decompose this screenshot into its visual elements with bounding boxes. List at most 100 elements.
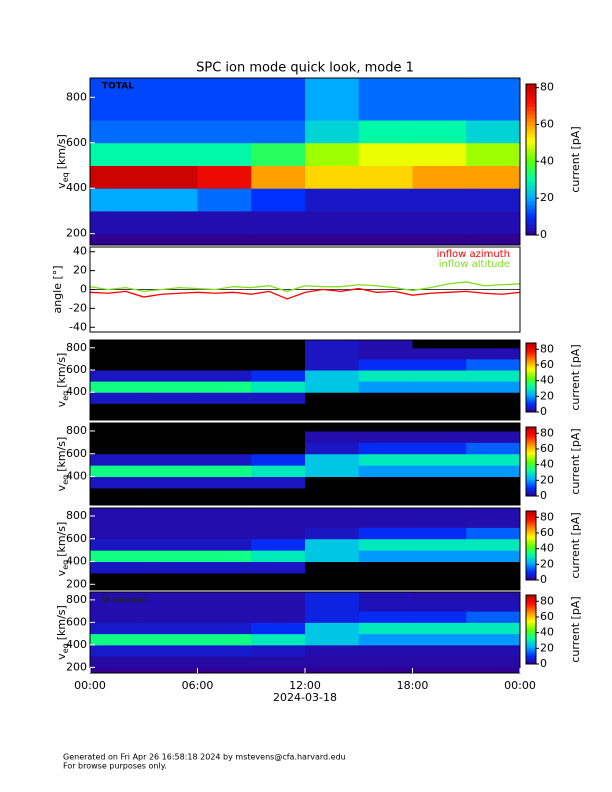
colorbar-segment	[526, 473, 536, 476]
colorbar-segment	[526, 102, 536, 108]
colorbar-segment	[526, 634, 536, 637]
heatmap-cell	[143, 392, 198, 404]
heatmap-cell	[305, 381, 360, 393]
heatmap-cell	[466, 561, 520, 574]
colorbar-segment	[526, 494, 536, 497]
colorbar-segment	[526, 533, 536, 536]
y-tick-label: 200	[66, 577, 87, 590]
colorbar-tick-label: 20	[540, 389, 554, 402]
colorbar-label: current [pA]	[569, 512, 582, 578]
footer: Generated on Fri Apr 26 16:58:18 2024 by…	[63, 753, 346, 762]
colorbar-segment	[526, 370, 536, 373]
legend-entry: inflow azimuth	[437, 249, 510, 260]
heatmap-cell	[251, 572, 306, 585]
heatmap-cell	[143, 611, 198, 623]
heatmap-cell	[305, 97, 360, 121]
heatmap-cell	[412, 487, 467, 500]
colorbar-segment	[526, 223, 536, 228]
colorbar-segment	[526, 464, 536, 468]
heatmap-cell	[251, 465, 306, 478]
x-axis-label: 2024-03-18	[273, 691, 337, 704]
heatmap-cell	[251, 188, 306, 212]
heatmap-cell	[358, 165, 413, 189]
heatmap-cell	[143, 538, 198, 551]
colorbar-segment	[526, 471, 536, 475]
heatmap-cell	[305, 188, 360, 212]
heatmap-cell	[197, 78, 252, 98]
heatmap-cell	[143, 572, 198, 585]
colorbar-tick-label: 80	[540, 426, 554, 439]
heatmap-cell	[466, 78, 520, 98]
x-tick-label: 18:00	[397, 679, 429, 692]
heatmap-cell	[197, 340, 252, 349]
x-tick-label: 06:00	[182, 679, 214, 692]
colorbar-segment	[526, 512, 536, 515]
heatmap-cell	[90, 527, 145, 540]
colorbar-segment	[526, 480, 536, 483]
colorbar-segment	[526, 529, 536, 533]
heatmap-cell	[305, 572, 360, 585]
colorbar-segment	[526, 562, 536, 565]
heatmap-cell	[90, 381, 145, 393]
heatmap-cell	[251, 561, 306, 574]
colorbar-tick-label: 40	[540, 154, 554, 167]
heatmap-cell	[466, 120, 520, 144]
heatmap-cell	[412, 611, 467, 623]
heatmap-cell	[466, 403, 520, 415]
heatmap-cell	[466, 508, 520, 517]
colorbar-segment	[526, 492, 536, 495]
colorbar-segment	[526, 653, 536, 656]
colorbar-segment	[526, 439, 536, 442]
colorbar-segment	[526, 540, 536, 543]
colorbar-segment	[526, 358, 536, 361]
heatmap-cell	[197, 442, 252, 455]
heatmap-cell	[251, 487, 306, 500]
heatmap-cell	[251, 78, 306, 98]
plot-area	[90, 281, 520, 300]
colorbar-segment	[526, 151, 536, 157]
colorbar-segment	[526, 159, 536, 164]
heatmap-cell	[251, 347, 306, 360]
heatmap-cell	[412, 423, 467, 432]
x-tick-label: 00:00	[74, 679, 106, 692]
heatmap-cell	[251, 120, 306, 144]
heatmap-cell	[90, 633, 145, 646]
colorbar-segment	[526, 374, 536, 377]
y-tick-label: 20	[73, 264, 87, 277]
heatmap-cell	[90, 476, 145, 489]
heatmap-cell	[305, 120, 360, 144]
heatmap-cell	[90, 561, 145, 574]
heatmap-cell	[197, 538, 252, 551]
y-tick-label: 800	[66, 90, 87, 103]
colorbar-segment	[526, 526, 536, 529]
heatmap-cell	[90, 515, 145, 528]
y-axis-label: veq [km/s]	[55, 134, 70, 189]
colorbar-segment	[526, 567, 536, 571]
colorbar-segment	[526, 432, 536, 435]
colorbar-segment	[526, 408, 536, 411]
colorbar-segment	[526, 463, 536, 466]
heatmap-cell	[358, 572, 413, 585]
colorbar-segment	[526, 343, 536, 346]
heatmap-cell	[466, 465, 520, 478]
heatmap-cell	[251, 633, 306, 646]
colorbar-frame	[525, 342, 537, 413]
colorbar-segment	[526, 645, 536, 648]
heatmap-cell	[466, 370, 520, 382]
colorbar-segment	[526, 600, 536, 603]
colorbar-label: current [pA]	[569, 596, 582, 662]
heatmap-cell	[358, 538, 413, 551]
colorbar-segment	[526, 360, 536, 363]
colorbar-segment	[526, 144, 536, 149]
heatmap-cell	[358, 515, 413, 528]
heatmap-cell	[251, 476, 306, 489]
colorbar-tick-label: 0	[540, 573, 547, 586]
colorbar-segment	[526, 608, 536, 612]
colorbar-segment	[526, 384, 536, 387]
colorbar-segment	[526, 511, 536, 514]
heatmap-cell	[143, 592, 198, 601]
heatmap-cell	[197, 487, 252, 500]
colorbar-segment	[526, 449, 536, 452]
heatmap-cell	[90, 370, 145, 382]
heatmap-cell	[358, 392, 413, 404]
